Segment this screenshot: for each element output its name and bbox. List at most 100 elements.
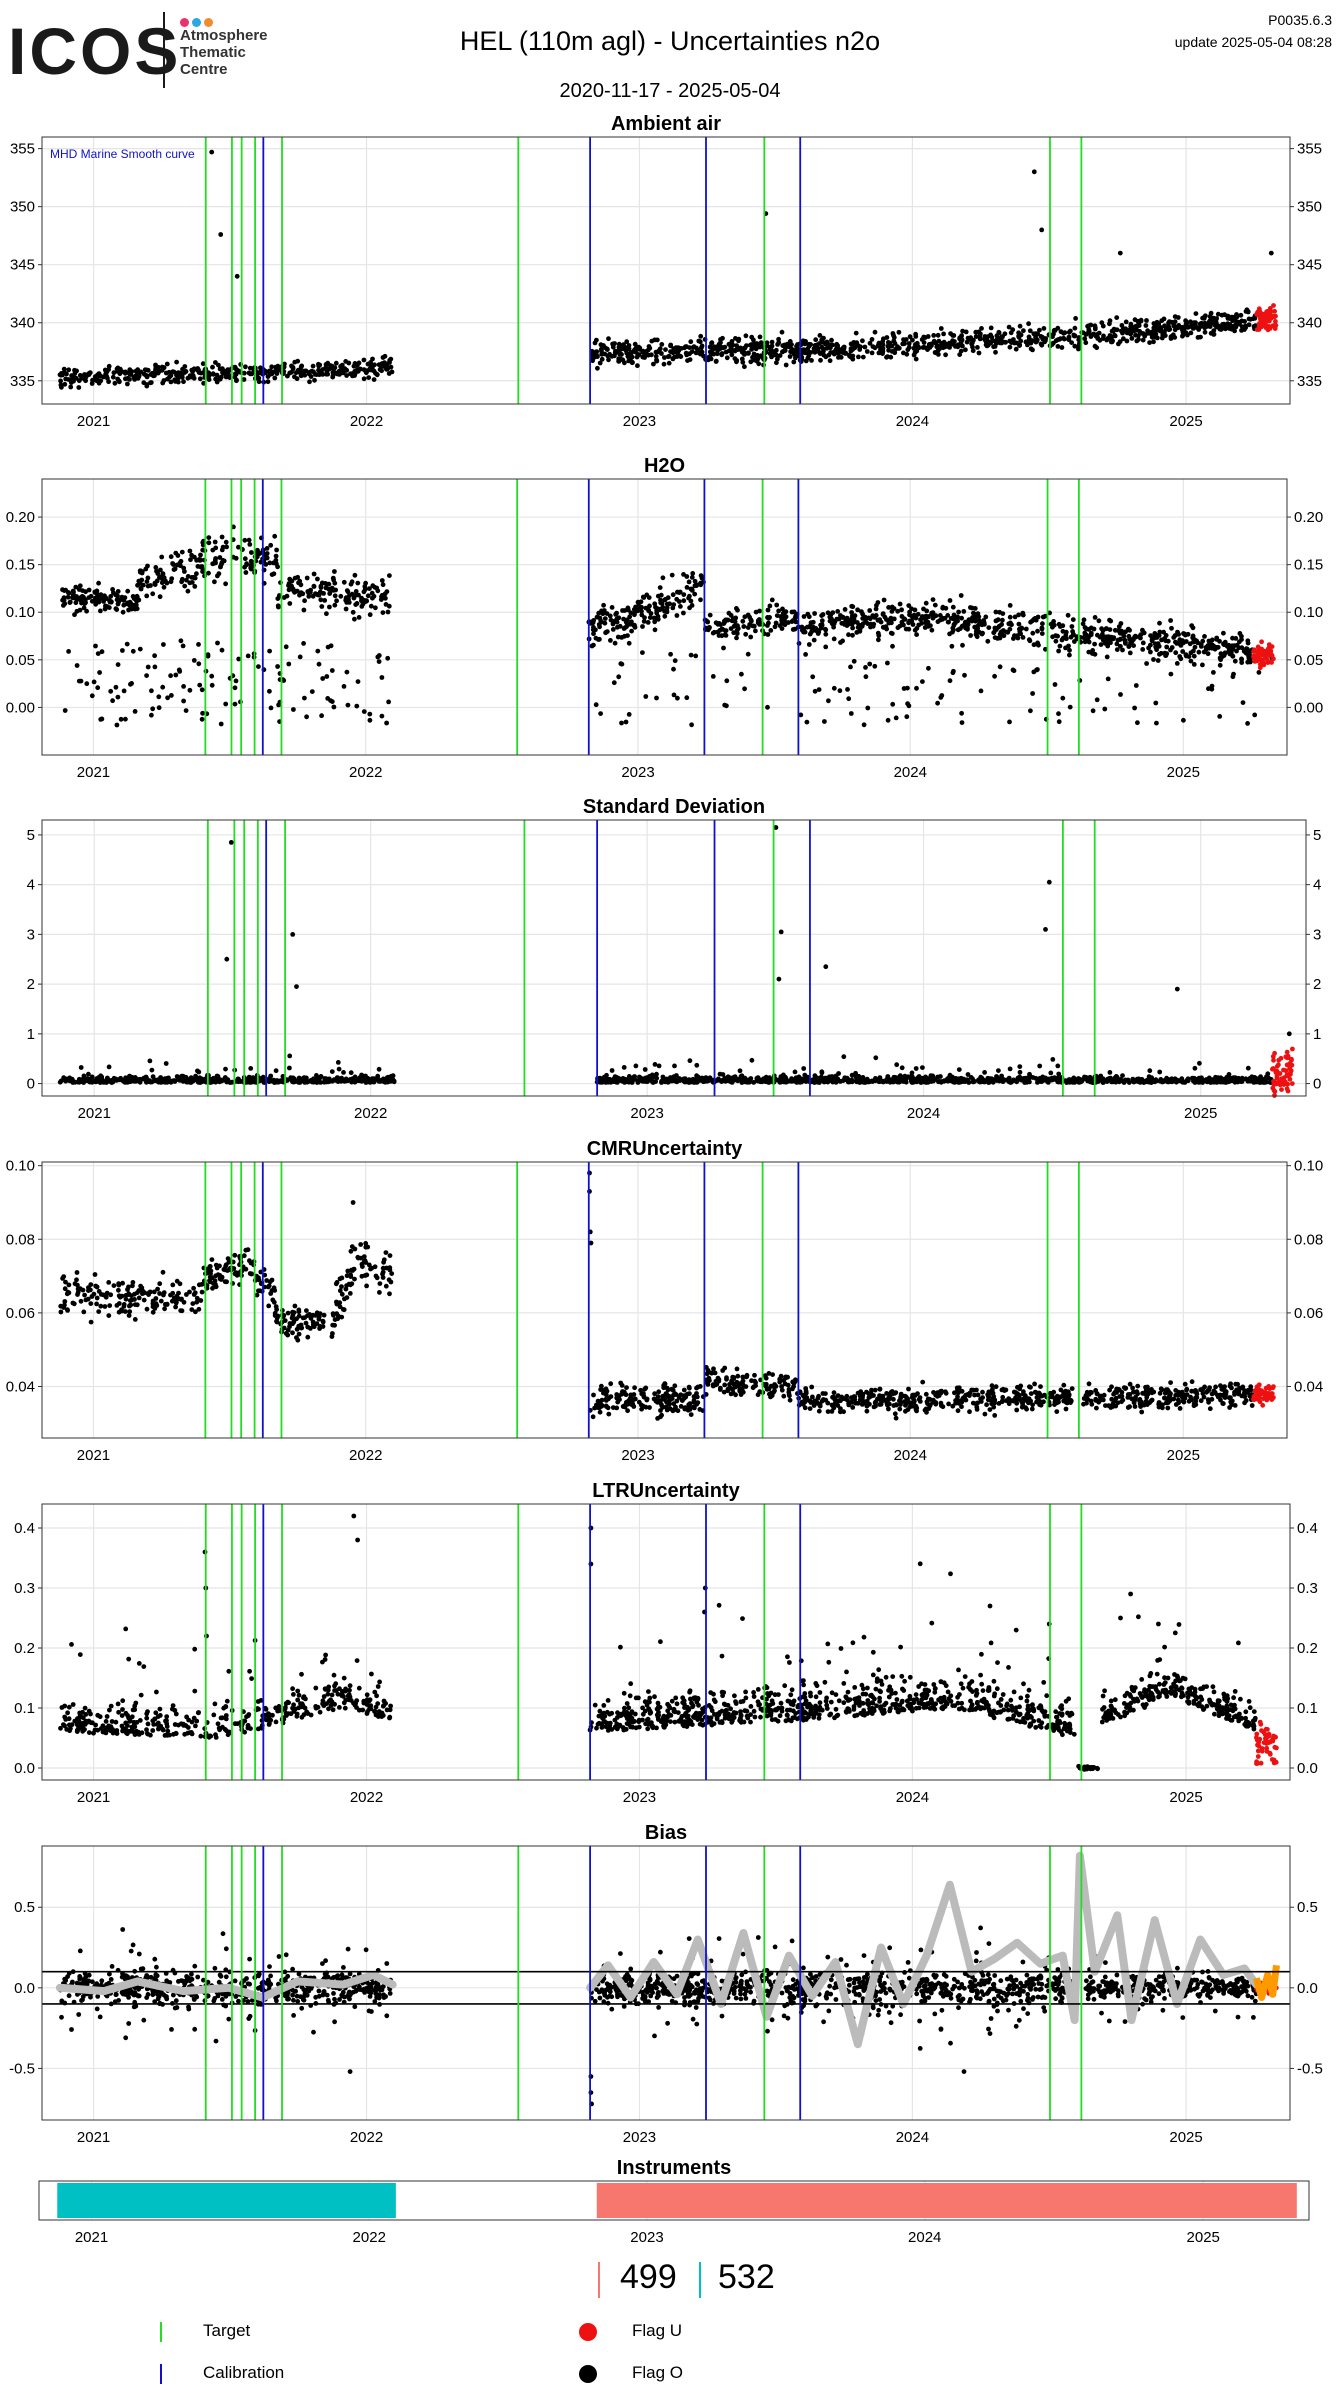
data-point xyxy=(737,1068,743,1074)
data-point xyxy=(115,589,121,594)
data-point xyxy=(363,599,368,605)
data-point xyxy=(334,598,339,604)
data-point xyxy=(212,539,218,545)
data-point xyxy=(812,1073,818,1079)
data-point xyxy=(1066,1077,1072,1082)
data-point xyxy=(667,601,672,607)
data-point xyxy=(316,367,321,373)
data-point xyxy=(827,358,833,364)
data-point xyxy=(370,356,375,362)
data-point xyxy=(1040,621,1045,627)
y-tick-label-left: 0.10 xyxy=(6,604,35,621)
data-point xyxy=(986,625,992,630)
x-tick-label: 2022 xyxy=(354,1105,387,1122)
data-point xyxy=(611,680,617,686)
data-point xyxy=(1000,629,1005,634)
data-point xyxy=(66,649,71,654)
data-point xyxy=(884,335,890,340)
outlier-point xyxy=(234,273,240,279)
data-point xyxy=(209,673,215,679)
data-point xyxy=(943,352,948,358)
data-point xyxy=(767,603,773,609)
data-point xyxy=(1129,336,1135,341)
data-point xyxy=(201,380,207,386)
data-point xyxy=(130,594,136,599)
data-point xyxy=(890,701,896,707)
data-point xyxy=(148,372,154,377)
data-point xyxy=(615,634,621,640)
data-point xyxy=(823,626,828,632)
data-point xyxy=(194,571,199,577)
data-point xyxy=(335,1060,341,1065)
data-point xyxy=(319,713,324,719)
data-point xyxy=(905,347,911,353)
data-point xyxy=(173,672,179,678)
data-point xyxy=(1239,633,1244,639)
y-tick-label-right: 2 xyxy=(1313,976,1321,993)
data-point xyxy=(973,329,979,335)
data-point xyxy=(286,661,292,667)
data-point xyxy=(1007,344,1013,350)
data-point xyxy=(923,600,929,606)
data-point xyxy=(601,602,606,608)
data-point xyxy=(62,601,68,607)
data-point xyxy=(1221,321,1227,327)
data-point xyxy=(1084,634,1090,639)
data-point xyxy=(155,364,161,370)
data-point xyxy=(848,711,854,716)
data-point xyxy=(99,1074,105,1080)
data-point xyxy=(1168,618,1173,623)
data-point xyxy=(823,644,829,650)
data-point xyxy=(148,1079,153,1085)
data-point xyxy=(963,329,969,335)
data-point xyxy=(1017,1064,1023,1069)
data-point xyxy=(1164,651,1170,657)
data-point xyxy=(1055,1063,1061,1069)
x-tick-label: 2023 xyxy=(621,764,654,781)
data-point xyxy=(681,572,686,577)
data-point xyxy=(672,354,677,360)
data-point xyxy=(594,614,600,620)
data-point xyxy=(1092,651,1098,657)
x-tick-label: 2024 xyxy=(907,1105,940,1122)
data-point xyxy=(810,674,816,680)
data-point xyxy=(259,1076,265,1081)
data-point xyxy=(777,353,783,358)
data-point xyxy=(1027,328,1033,334)
data-point xyxy=(757,334,763,340)
data-point xyxy=(644,1075,650,1080)
data-point xyxy=(247,365,253,371)
data-point xyxy=(180,643,186,649)
data-point xyxy=(982,1070,987,1075)
data-point xyxy=(335,1075,341,1081)
data-point xyxy=(1209,645,1215,651)
data-point xyxy=(1207,318,1213,323)
data-point xyxy=(1239,328,1244,333)
data-point xyxy=(275,564,280,570)
data-point xyxy=(1041,326,1047,331)
data-point xyxy=(304,714,309,720)
data-point xyxy=(164,361,170,367)
x-tick-label: 2024 xyxy=(896,413,929,430)
data-point xyxy=(698,582,704,588)
data-point xyxy=(884,354,889,360)
data-point xyxy=(985,334,991,339)
data-point xyxy=(161,584,167,590)
data-point xyxy=(868,621,874,627)
data-point xyxy=(754,341,760,346)
data-point xyxy=(652,1062,658,1067)
data-point xyxy=(769,597,775,603)
data-point xyxy=(189,580,195,585)
data-point xyxy=(1191,1078,1196,1084)
data-point xyxy=(353,602,359,607)
data-point xyxy=(910,622,916,627)
data-point xyxy=(367,717,373,723)
data-point xyxy=(223,701,229,707)
chart-annotation: MHD Marine Smooth curve xyxy=(50,147,195,161)
data-point xyxy=(1045,1080,1051,1085)
data-point xyxy=(809,358,814,363)
data-point xyxy=(234,378,239,384)
data-point xyxy=(1239,1079,1245,1084)
data-point xyxy=(1191,648,1196,654)
data-point xyxy=(376,659,382,664)
